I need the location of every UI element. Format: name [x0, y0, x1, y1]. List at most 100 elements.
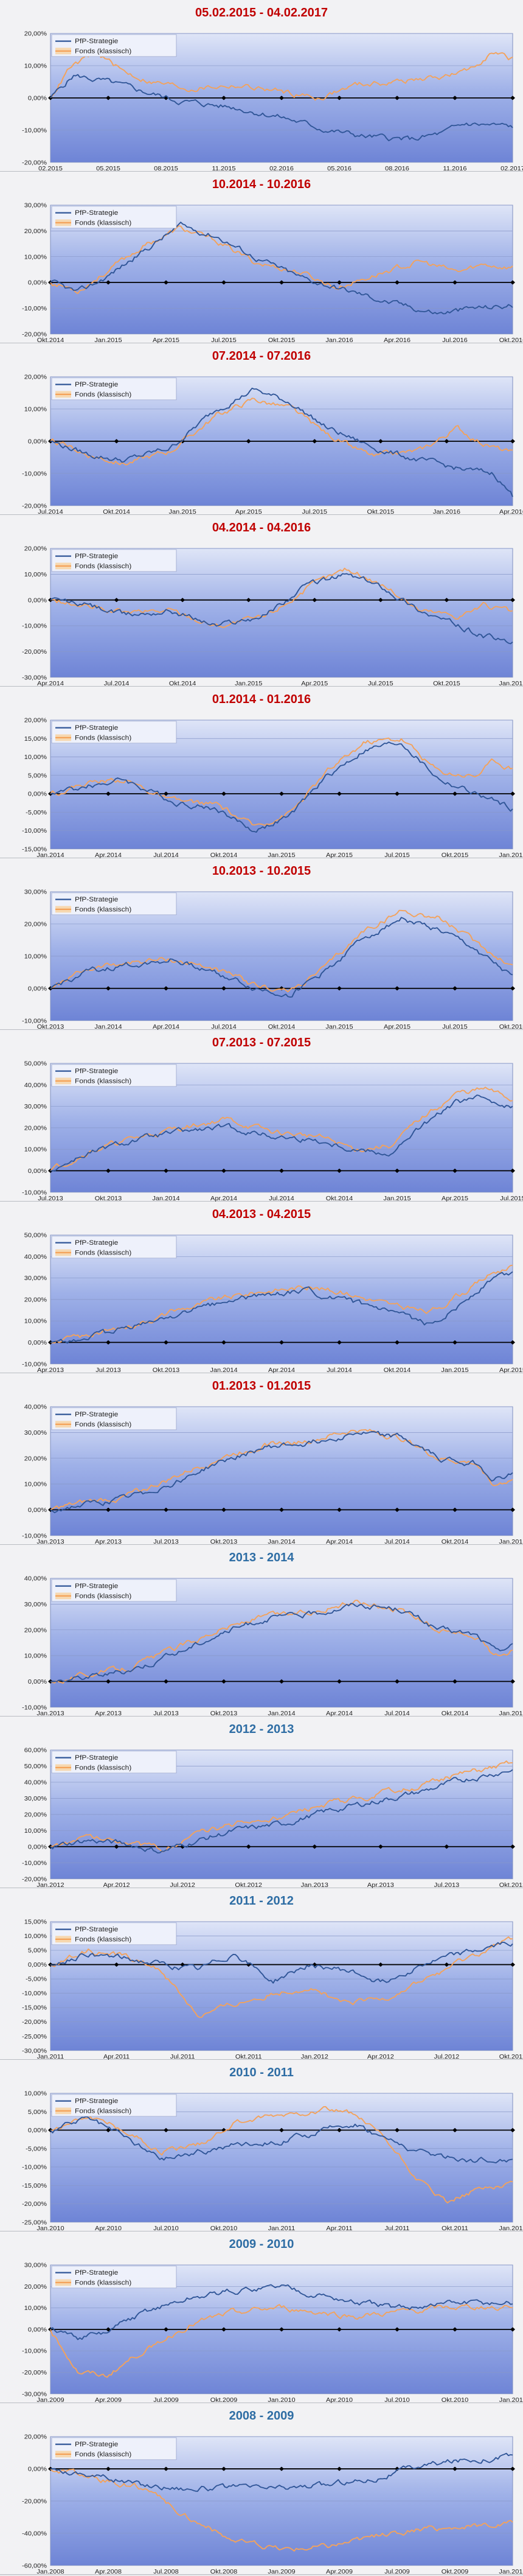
axis-marker [337, 1507, 342, 1512]
axis-marker [221, 1168, 226, 1174]
x-tick-label: Okt.2013 [499, 1883, 523, 1888]
y-tick-label: 0,00% [28, 2466, 47, 2473]
axis-marker [510, 1340, 515, 1345]
legend-label-fonds-klassisch: Fonds (klassisch) [75, 1421, 131, 1428]
y-tick-label: 20,00% [24, 1812, 47, 1818]
x-tick-label: Jan.2014 [94, 1024, 122, 1030]
axis-marker [452, 96, 457, 100]
legend-box [51, 1407, 177, 1430]
legend-box [51, 377, 177, 401]
axis-marker [164, 1168, 168, 1174]
x-tick-label: Apr.2010 [326, 2398, 353, 2403]
x-tick-label: Jan.2014 [36, 853, 64, 858]
x-tick-label: Jul.2014 [384, 1711, 410, 1717]
x-tick-label: Okt.2013 [210, 1539, 238, 1545]
series-line-pfp-strategie [50, 74, 513, 142]
x-tick-label: Jan.2015 [499, 1539, 523, 1545]
axis-marker [279, 1507, 284, 1512]
axis-marker [452, 280, 457, 285]
x-tick-label: Apr.2011 [326, 2226, 352, 2231]
axis-marker [395, 1679, 400, 1684]
y-tick-label: -15,00% [22, 847, 47, 853]
x-tick-label: 02.2016 [269, 166, 294, 172]
legend-label-fonds-klassisch: Fonds (klassisch) [75, 1593, 131, 1600]
series-line-fonds-klassisch [50, 909, 513, 993]
axis-marker [452, 2127, 457, 2133]
x-tick-label: Okt.2013 [210, 1711, 238, 1717]
axis-marker [337, 2466, 342, 2471]
x-tick-label: Jan.2014 [268, 1711, 295, 1717]
chart-panel: 20,00% 15,00% 10,00% 5,00% 0,00% -5,00% -10,00… [0, 687, 523, 858]
chart-panel: 30,00% 20,00% 10,00% 0,00% -10,00% -20,00% Okt… [0, 172, 523, 343]
x-tick-label: Jan.2016 [499, 681, 523, 687]
chart-panel: 10,00% 5,00% 0,00% -5,00% -10,00% -15,00% -20,… [0, 2060, 523, 2231]
x-tick-label: Jul.2010 [384, 2398, 410, 2403]
axis-marker [395, 96, 400, 100]
chart-svg: 20,00%10,00%0,00%-10,00%-20,00%-30,00%Ap… [22, 546, 523, 687]
axis-marker [164, 280, 168, 285]
x-tick-label: Jul.2010 [153, 2226, 179, 2231]
legend-box [51, 1751, 177, 1774]
x-tick-label: Okt.2015 [367, 509, 395, 515]
x-tick-label: Jan.2012 [301, 2054, 328, 2060]
y-tick-label: 10,00% [24, 1147, 47, 1153]
x-tick-label: Jul.2014 [211, 1024, 237, 1030]
chart-title: 05.02.2015 - 04.02.2017 [195, 6, 328, 19]
axis-marker [279, 280, 284, 285]
axis-marker [510, 439, 515, 444]
chart-title: 2013 - 2014 [229, 1551, 294, 1564]
axis-marker [279, 96, 284, 100]
x-tick-label: Apr.2015 [326, 853, 353, 858]
chart-panel: 30,00% 20,00% 10,00% 0,00% -10,00% -20,00% -30… [0, 2231, 523, 2403]
y-tick-label: 10,00% [24, 755, 47, 761]
series-line-pfp-strategie [50, 222, 513, 315]
y-tick-label: -10,00% [22, 2165, 47, 2171]
x-tick-label: Jul.2014 [153, 853, 179, 858]
axis-marker [337, 1340, 342, 1345]
chart-title: 2009 - 2010 [229, 2238, 294, 2251]
axis-marker [164, 1507, 168, 1512]
y-tick-label: 20,00% [24, 718, 47, 724]
legend-box [51, 721, 177, 744]
axis-marker [106, 1168, 111, 1174]
legend-label-pfp-strategie: PfP-Strategie [75, 1927, 118, 1933]
series-line-pfp-strategie [50, 741, 513, 833]
y-tick-label: -10,00% [22, 1018, 47, 1024]
series-line-pfp-strategie [50, 1603, 513, 1682]
y-tick-label: 0,00% [28, 439, 47, 445]
axis-marker [221, 791, 226, 796]
series-line-pfp-strategie [50, 1271, 513, 1344]
series-line-fonds-klassisch [50, 1429, 513, 1511]
y-tick-label: 20,00% [24, 2284, 47, 2290]
axis-marker [452, 1168, 457, 1174]
y-tick-label: 10,00% [24, 572, 47, 578]
legend-label-fonds-klassisch: Fonds (klassisch) [75, 2280, 131, 2286]
axis-marker [395, 2327, 400, 2332]
chart-title: 2008 - 2009 [229, 2409, 294, 2423]
y-tick-label: 0,00% [28, 1168, 47, 1174]
y-tick-label: 50,00% [24, 1233, 47, 1239]
y-tick-label: -20,00% [22, 1877, 47, 1883]
y-tick-label: 0,00% [28, 1962, 47, 1969]
chart-svg: 30,00% 20,00% 10,00% 0,00% -10,00% -20,00% -30… [22, 2263, 523, 2403]
y-tick-label: 30,00% [24, 889, 47, 895]
series-line-pfp-strategie [50, 1941, 513, 1984]
axis-marker [246, 439, 251, 444]
x-tick-label: Okt.2011 [235, 2054, 262, 2060]
y-tick-label: 60,00% [24, 1748, 47, 1754]
axis-marker [221, 280, 226, 285]
legend-label-pfp-strategie: PfP-Strategie [75, 2270, 118, 2277]
legend: PfP-Strategie Fonds (klassisch) [51, 892, 177, 915]
axis-marker [337, 2127, 342, 2133]
y-tick-label: -5,00% [26, 810, 47, 816]
axis-marker [221, 2466, 226, 2471]
legend: PfP-Strategie Fonds (klassisch) [51, 721, 177, 744]
x-tick-label: Jan.2015 [169, 509, 196, 515]
axis-marker [337, 1168, 342, 1174]
legend-box [51, 549, 177, 572]
axis-marker [510, 280, 515, 285]
axis-marker [279, 2466, 284, 2471]
series-line-fonds-klassisch [50, 2303, 513, 2378]
series-line-fonds-klassisch [50, 1936, 513, 2018]
axis-marker [337, 280, 342, 285]
